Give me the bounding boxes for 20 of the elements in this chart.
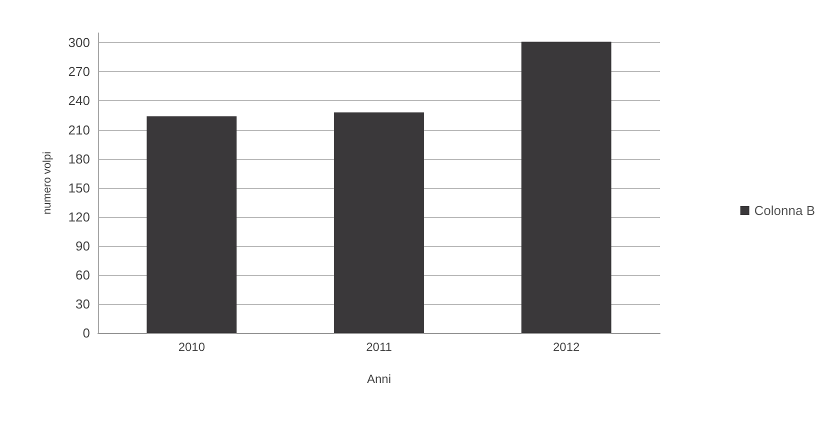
y-tick-label: 240	[68, 93, 90, 108]
legend-label: Colonna B	[754, 203, 816, 218]
y-tick-label: 210	[68, 122, 90, 138]
y-tick-label: 60	[76, 267, 90, 282]
x-axis-title: Anni	[366, 372, 392, 386]
x-tick-label: 2011	[366, 340, 392, 354]
x-tick-label: 2012	[552, 340, 580, 354]
bar	[146, 116, 237, 333]
y-tick-label: 90	[76, 238, 90, 254]
bar	[334, 112, 424, 333]
y-tick-label: 0	[82, 326, 90, 340]
x-tick-label: 2010	[178, 340, 206, 354]
y-axis-title: numero volpi	[42, 152, 54, 214]
y-tick-label: 30	[76, 296, 90, 312]
y-tick-label: 300	[68, 35, 90, 50]
y-tick-label: 180	[68, 151, 90, 166]
y-tick-label: 150	[68, 180, 90, 196]
y-tick-label: 270	[68, 64, 90, 80]
y-tick-label: 120	[68, 209, 90, 224]
bar	[521, 42, 612, 333]
